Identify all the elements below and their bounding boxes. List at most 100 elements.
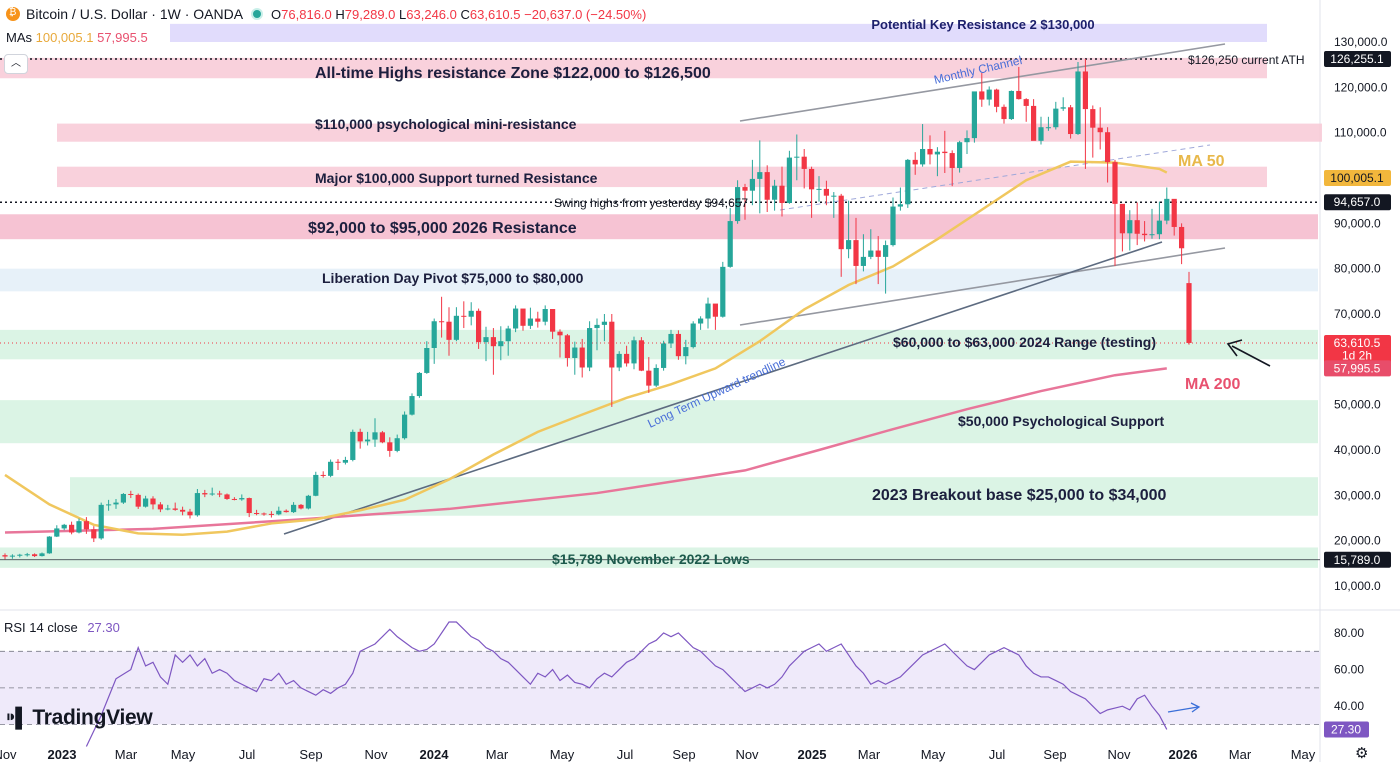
candle-body — [24, 554, 30, 556]
zone-label: 2023 Breakout base $25,000 to $34,000 — [872, 487, 1167, 504]
price-axis-label: 1d 2h — [1342, 349, 1372, 363]
candle-body — [690, 323, 696, 348]
arrow-head — [1226, 339, 1243, 357]
candle-body — [291, 504, 297, 513]
candle-body — [261, 513, 267, 515]
candle-body — [949, 153, 955, 169]
price-axis-tick: 10,000.0 — [1334, 579, 1381, 593]
candle-body — [1031, 105, 1037, 141]
arrow-shaft — [1231, 345, 1271, 367]
zone-label: $60,000 to $63,000 2024 Range (testing) — [893, 334, 1156, 350]
candle-body — [128, 493, 134, 495]
symbol-title[interactable]: Bitcoin / U.S. Dollar · 1W · OANDA — [26, 6, 244, 22]
candle-body — [853, 240, 859, 266]
candle-body — [757, 172, 763, 179]
candle-body — [905, 159, 911, 205]
candle-body — [135, 494, 141, 507]
ohlc-values: O76,816.0 H79,289.0 L63,246.0 C63,610.5 … — [271, 6, 647, 22]
candle-body — [868, 250, 874, 257]
zone-label: Liberation Day Pivot $75,000 to $80,000 — [322, 270, 584, 286]
candle-body — [942, 151, 948, 154]
candle-body — [46, 536, 52, 554]
candle-body — [328, 461, 334, 476]
time-axis-tick: Mar — [115, 747, 138, 762]
time-axis-tick: Nov — [735, 747, 759, 762]
zone-label: $50,000 Psychological Support — [958, 413, 1165, 429]
candle-body — [542, 309, 548, 322]
candle-body — [890, 206, 896, 246]
candle-body — [91, 529, 97, 539]
price-axis-tick: 30,000.0 — [1334, 488, 1381, 502]
time-axis-tick: Jul — [617, 747, 634, 762]
time-axis-tick: Nov — [364, 747, 388, 762]
candle-body — [831, 195, 837, 197]
candle-body — [416, 372, 422, 397]
candle-body — [594, 324, 600, 329]
candle-body — [979, 91, 985, 100]
candle-body — [372, 432, 378, 440]
rsi-axis-tick: 40.00 — [1334, 699, 1364, 713]
candle-body — [957, 142, 963, 169]
candle-body — [846, 240, 852, 250]
price-axis-tick: 130,000.0 — [1334, 35, 1388, 49]
candle-body — [794, 156, 800, 158]
zone-band — [0, 214, 1318, 240]
annotation-label: Swing highs from yesterday $94,657 — [554, 196, 748, 210]
monthly-channel-lower-line — [739, 247, 1226, 326]
candle-body — [727, 221, 733, 267]
time-axis-tick: 2023 — [48, 747, 77, 762]
candle-body — [587, 328, 593, 368]
bitcoin-icon — [6, 7, 20, 21]
price-axis-tick: 120,000.0 — [1334, 80, 1388, 94]
rsi-value: 27.30 — [87, 620, 120, 635]
candle-body — [668, 333, 674, 344]
price-axis-tick: 110,000.0 — [1334, 126, 1387, 140]
time-axis-tick: Nov — [0, 747, 17, 762]
annotation-label: MA 200 — [1185, 376, 1241, 393]
candle-body — [572, 347, 578, 358]
candle-body — [143, 498, 149, 507]
candle-body — [98, 504, 104, 539]
candle-body — [638, 340, 644, 371]
candle-body — [653, 367, 659, 386]
rsi-arrow-head — [1190, 702, 1201, 713]
time-axis-tick: 2025 — [798, 747, 827, 762]
time-axis-tick: Jul — [239, 747, 256, 762]
candle-body — [661, 343, 667, 368]
candle-body — [298, 504, 304, 509]
candle-body — [61, 524, 67, 529]
candle-body — [1008, 90, 1014, 120]
candle-body — [1023, 99, 1029, 106]
candle-body — [120, 493, 126, 503]
candle-body — [320, 474, 326, 476]
time-axis-tick: 2024 — [420, 747, 450, 762]
gear-icon[interactable]: ⚙ — [1355, 745, 1369, 762]
price-axis-label-bg — [1324, 334, 1391, 351]
candle-body — [920, 148, 926, 165]
zone-band — [0, 400, 1318, 444]
ma-legend: MAs 100,005.1 57,995.5 — [6, 30, 148, 45]
time-axis-tick: May — [171, 747, 196, 762]
price-axis-tick: 50,000.0 — [1334, 398, 1381, 412]
candle-body — [1105, 132, 1111, 163]
candle-body — [1038, 127, 1044, 141]
candle-body — [180, 509, 186, 512]
candle-body — [209, 493, 215, 495]
candle-body — [409, 396, 415, 415]
candle-body — [675, 333, 681, 357]
candle-body — [483, 337, 489, 343]
candle-body — [276, 510, 282, 515]
candle-body — [557, 331, 563, 336]
chevron-up-icon[interactable]: ︿ — [4, 54, 28, 74]
candle-body — [254, 513, 260, 515]
candle-body — [350, 431, 356, 460]
candle-body — [712, 303, 718, 317]
candle-body — [964, 138, 970, 143]
candle-body — [1082, 71, 1088, 110]
chart-header: Bitcoin / U.S. Dollar · 1W · OANDA O76,8… — [6, 6, 646, 22]
zone-band — [70, 477, 1318, 516]
candle-body — [106, 504, 112, 506]
candle-body — [616, 353, 622, 368]
candle-body — [439, 321, 445, 323]
